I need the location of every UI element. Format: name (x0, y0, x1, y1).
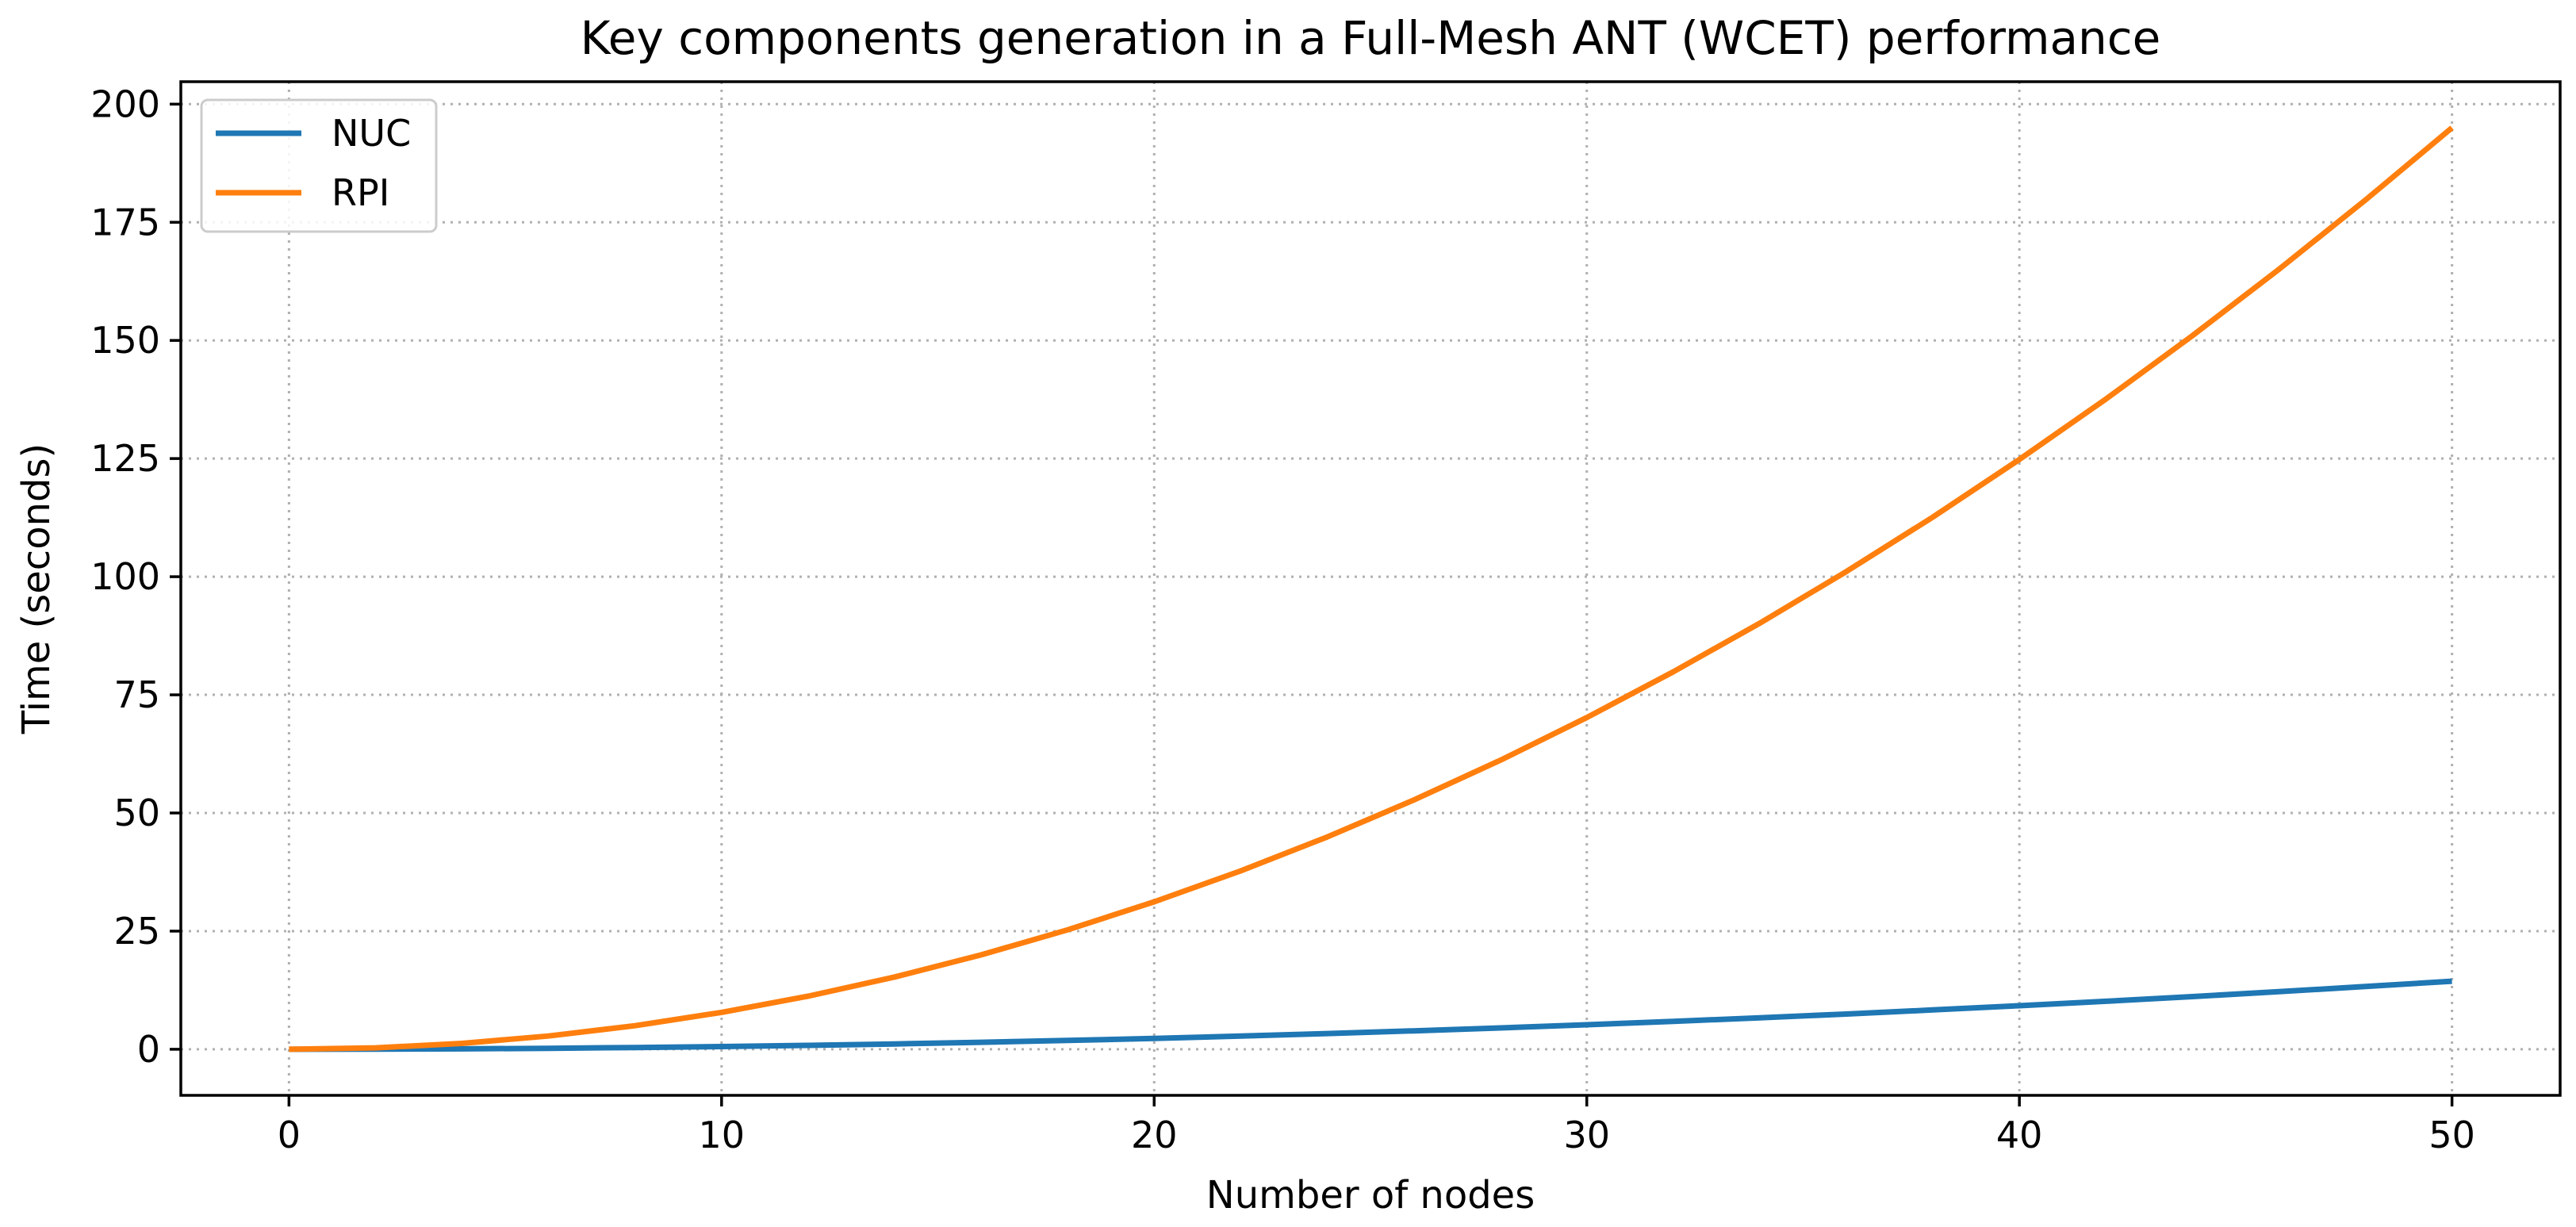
series-lines (289, 125, 2454, 1053)
x-axis-label: Number of nodes (1206, 1173, 1535, 1217)
y-tick-label: 175 (90, 201, 160, 243)
x-tick-label: 40 (1996, 1114, 2043, 1156)
plot-frame (179, 80, 2562, 1097)
y-tick-label: 75 (113, 673, 160, 716)
legend: NUC RPI (200, 98, 438, 233)
y-tick-label: 125 (90, 437, 160, 480)
x-tick-label: 10 (699, 1114, 746, 1156)
y-tick-label: 100 (90, 555, 160, 598)
y-tick-label: 0 (137, 1028, 160, 1071)
y-tick-label: 25 (113, 910, 160, 953)
x-tick-label: 50 (2428, 1114, 2475, 1156)
y-axis-ticks: 0 25 50 75 100 125 150 175 200 (90, 82, 181, 1071)
y-axis-label: Time (seconds) (14, 443, 59, 734)
x-axis-ticks: 0 10 20 30 40 50 (278, 1095, 2475, 1156)
y-tick-label: 50 (113, 792, 160, 834)
legend-label-nuc: NUC (332, 112, 411, 155)
y-tick-label: 150 (90, 319, 160, 362)
legend-label-rpi: RPI (332, 171, 389, 214)
x-tick-label: 30 (1563, 1114, 1610, 1156)
y-tick-label: 200 (90, 82, 160, 125)
x-tick-label: 0 (278, 1114, 301, 1156)
grid (181, 82, 2560, 1095)
series-line-nuc (289, 978, 2452, 1053)
x-tick-label: 20 (1131, 1114, 1178, 1156)
series-line-rpi (289, 125, 2454, 1053)
chart-title: Key components generation in a Full-Mesh… (581, 11, 2161, 65)
